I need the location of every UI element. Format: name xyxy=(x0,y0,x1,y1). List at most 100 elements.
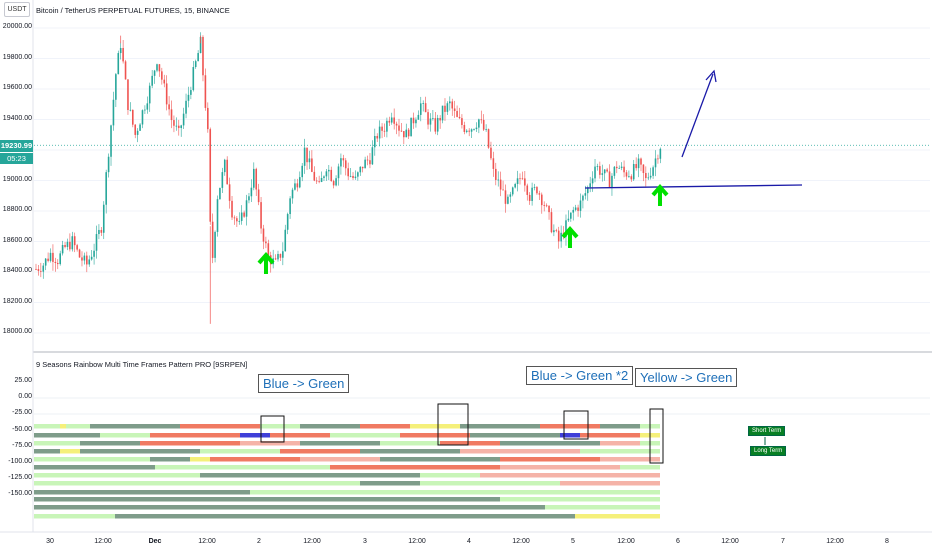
candle-body xyxy=(560,232,562,242)
candle-body xyxy=(306,147,308,163)
rainbow-band-segment xyxy=(34,433,100,438)
candle-body xyxy=(134,124,137,135)
rainbow-band-segment xyxy=(240,433,270,438)
indicator-tick-label: -100.00 xyxy=(8,458,32,465)
candle-body xyxy=(231,200,233,218)
candle-body xyxy=(250,187,253,197)
candle-body xyxy=(274,258,277,260)
candle-body xyxy=(649,175,652,178)
highlight-box[interactable] xyxy=(260,415,285,443)
candle-body xyxy=(625,172,628,177)
candle-body xyxy=(42,265,45,272)
rainbow-band-segment xyxy=(600,424,640,429)
rainbow-band-segment xyxy=(34,473,200,478)
candle-body xyxy=(47,258,49,261)
candle-body xyxy=(257,189,260,203)
candle-body xyxy=(516,178,519,185)
indicator-tick-label: -75.00 xyxy=(12,441,32,449)
candle-body xyxy=(204,75,207,108)
candle-body xyxy=(497,179,500,181)
candle-body xyxy=(115,74,117,100)
highlight-box[interactable] xyxy=(437,403,469,446)
candle-body xyxy=(209,129,212,222)
rainbow-band-segment xyxy=(420,481,560,486)
annotation-blue-green-2[interactable]: Blue -> Green *2 xyxy=(526,366,634,385)
candle-body xyxy=(369,160,371,165)
candlesticks xyxy=(35,32,662,324)
rainbow-band-segment xyxy=(150,433,240,438)
price-tick-label: 20000.00 xyxy=(2,23,32,30)
rainbow-band-segment xyxy=(545,505,660,510)
rainbow-band-segment xyxy=(140,441,240,446)
rainbow-band-segment xyxy=(580,449,660,454)
candle-body xyxy=(170,109,173,121)
candle-body xyxy=(468,130,470,132)
candle-body xyxy=(630,176,633,180)
rainbow-band-segment xyxy=(380,441,440,446)
candle-body xyxy=(347,168,349,177)
rainbow-band-segment xyxy=(330,433,400,438)
time-tick-label: 5 xyxy=(571,538,575,545)
candle-body xyxy=(601,173,604,175)
projection-arrow-line[interactable] xyxy=(681,73,714,158)
candle-body xyxy=(291,189,294,199)
candle-body xyxy=(613,166,616,176)
time-tick-label: 4 xyxy=(467,538,471,545)
candle-body xyxy=(340,158,342,167)
candle-body xyxy=(211,221,214,258)
annotation-yellow-green[interactable]: Yellow -> Green xyxy=(635,368,738,387)
support-line[interactable] xyxy=(584,184,803,189)
rainbow-band-segment xyxy=(440,441,500,446)
indicator-tick-label: -125.00 xyxy=(8,474,32,482)
candle-body xyxy=(400,130,403,132)
rainbow-band-segment xyxy=(200,473,420,478)
candle-body xyxy=(349,175,352,177)
candle-body xyxy=(56,262,59,265)
candle-body xyxy=(190,90,192,95)
rainbow-band-segment xyxy=(300,424,360,429)
candle-body xyxy=(52,252,54,262)
candle-body xyxy=(69,241,71,250)
candle-body xyxy=(637,158,640,169)
time-tick-label: 12:00 xyxy=(617,538,635,545)
candle-body xyxy=(383,130,386,132)
price-tick-label: 18600.00 xyxy=(2,236,32,244)
short-term-badge: Short Term xyxy=(748,426,786,436)
time-tick-label: 12:00 xyxy=(408,538,426,545)
currency-button[interactable]: USDT xyxy=(4,2,30,17)
annotation-blue-green[interactable]: Blue -> Green xyxy=(258,374,350,393)
candle-body xyxy=(603,169,606,174)
candle-body xyxy=(521,178,524,180)
drawings[interactable] xyxy=(257,69,803,464)
candle-body xyxy=(507,196,509,204)
candle-body xyxy=(623,166,625,173)
candle-body xyxy=(439,117,441,121)
candle-body xyxy=(156,64,158,71)
candle-body xyxy=(376,135,379,139)
rainbow-band-segment xyxy=(470,433,560,438)
candle-body xyxy=(98,229,100,235)
candle-body xyxy=(444,105,446,112)
candle-body xyxy=(364,159,366,169)
highlight-box[interactable] xyxy=(649,408,664,464)
candle-body xyxy=(429,118,432,125)
candle-body xyxy=(284,229,287,252)
candle-body xyxy=(303,147,306,166)
candle-body xyxy=(536,187,538,194)
candle-body xyxy=(596,166,599,167)
candle-body xyxy=(478,119,480,128)
candle-body xyxy=(136,130,139,135)
time-tick-label: 12:00 xyxy=(721,538,739,545)
rainbow-band-segment xyxy=(500,457,600,462)
candle-body xyxy=(323,176,325,179)
rainbow-band-segment xyxy=(60,424,66,429)
candle-body xyxy=(415,119,417,124)
candle-body xyxy=(95,234,98,251)
candle-body xyxy=(277,253,279,260)
candle-body xyxy=(158,64,161,72)
highlight-box[interactable] xyxy=(563,410,589,440)
candle-body xyxy=(165,83,168,105)
rainbow-band-segment xyxy=(34,490,250,495)
